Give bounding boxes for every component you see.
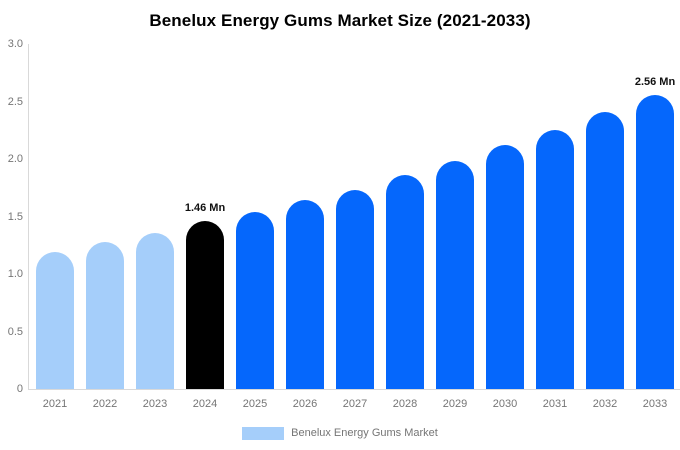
- y-axis-tick-0.5: 0.5: [7, 325, 23, 338]
- bar-column-2028: 2028: [386, 175, 424, 410]
- y-axis-tick-2.5: 2.5: [7, 95, 23, 108]
- value-annotation-2033: 2.56 Mn: [634, 76, 676, 88]
- x-axis-label-2023: 2023: [142, 398, 168, 410]
- y-axis-tick-3.0: 3.0: [7, 38, 23, 50]
- x-axis-label-2031: 2031: [542, 398, 568, 410]
- bar-2026[interactable]: [286, 200, 324, 389]
- x-axis-label-2026: 2026: [292, 398, 318, 410]
- bar-2033[interactable]: [636, 95, 674, 389]
- y-axis-tick-1.5: 1.5: [7, 210, 23, 223]
- bar-column-2022: 2022: [86, 242, 124, 410]
- bar-2023[interactable]: [136, 233, 174, 389]
- bar-column-2026: 2026: [286, 200, 324, 410]
- x-axis-label-2027: 2027: [342, 398, 368, 410]
- bar-column-2033: 2033 2.56 Mn: [635, 76, 675, 410]
- chart-title: Benelux Energy Gums Market Size (2021-20…: [149, 11, 531, 30]
- bar-2030[interactable]: [486, 145, 524, 389]
- bar-column-2023: 2023: [136, 233, 174, 410]
- x-axis-label-2030: 2030: [492, 398, 518, 410]
- x-axis-label-2021: 2021: [42, 398, 68, 410]
- bar-2022[interactable]: [86, 242, 124, 389]
- legend: Benelux Energy Gums Market: [0, 426, 680, 440]
- bar-2027[interactable]: [336, 190, 374, 389]
- y-axis-tick-1.0: 1.0: [7, 268, 23, 280]
- bar-column-2030: 2030: [486, 145, 524, 410]
- bar-column-2021: 2021: [36, 252, 74, 410]
- x-axis-label-2032: 2032: [592, 398, 618, 410]
- value-annotation-2024: 1.46 Mn: [184, 202, 226, 214]
- y-axis-tick-0: 0: [16, 383, 23, 395]
- legend-item[interactable]: Benelux Energy Gums Market: [242, 426, 438, 440]
- bar-column-2031: 2031: [536, 130, 574, 410]
- legend-label: Benelux Energy Gums Market: [291, 427, 438, 439]
- bar-2024[interactable]: [186, 221, 224, 389]
- bar-column-2032: 2032: [586, 112, 624, 410]
- x-axis-label-2025: 2025: [242, 398, 268, 410]
- x-axis-label-2033: 2033: [642, 398, 668, 410]
- plot-area: 2021 2022 2023 2024 1.46 Mn 2025 2026 2027 2028 2…: [28, 44, 680, 410]
- bar-2028[interactable]: [386, 175, 424, 389]
- bar-2031[interactable]: [536, 130, 574, 389]
- x-axis-label-2022: 2022: [92, 398, 118, 410]
- y-axis-tick-2.0: 2.0: [7, 153, 23, 165]
- x-axis-label-2028: 2028: [392, 398, 418, 410]
- legend-swatch: [242, 426, 285, 440]
- bar-2032[interactable]: [586, 112, 624, 389]
- bar-2025[interactable]: [236, 212, 274, 389]
- bar-column-2024: 2024 1.46 Mn: [185, 202, 225, 410]
- x-axis-label-2029: 2029: [442, 398, 468, 410]
- bar-column-2025: 2025: [236, 212, 274, 410]
- x-axis-label-2024: 2024: [192, 398, 218, 410]
- bar-column-2027: 2027: [336, 190, 374, 410]
- bar-column-2029: 2029: [436, 161, 474, 410]
- bar-2029[interactable]: [436, 161, 474, 389]
- bar-2021[interactable]: [36, 252, 74, 389]
